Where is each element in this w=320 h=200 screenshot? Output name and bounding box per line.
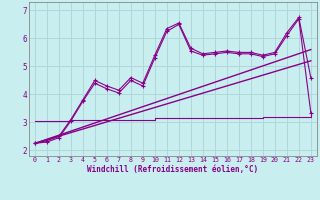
X-axis label: Windchill (Refroidissement éolien,°C): Windchill (Refroidissement éolien,°C) bbox=[87, 165, 258, 174]
